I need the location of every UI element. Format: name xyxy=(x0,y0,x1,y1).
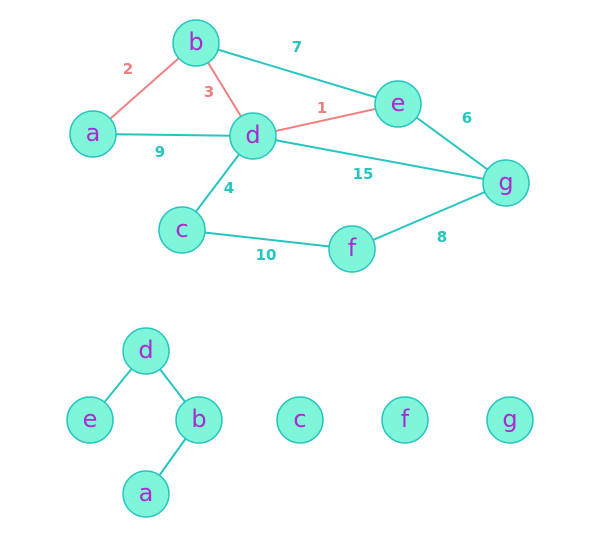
graph-edge-f-g xyxy=(351,182,507,250)
graph-edge-weights: 2 3 1 7 9 4 15 6 10 8 xyxy=(123,38,472,264)
graph-edge-b-e xyxy=(195,42,399,105)
graph-node-f: f xyxy=(328,225,376,273)
graph-node-label-c: c xyxy=(175,215,188,243)
graph-edge-a-d xyxy=(92,133,254,137)
graph-node-circle-f xyxy=(328,225,376,273)
edge-weight-e-g: 6 xyxy=(462,109,472,127)
graph-node-b: b xyxy=(172,19,220,67)
edge-weight-a-d: 9 xyxy=(155,143,165,161)
graph-node-circle-c xyxy=(158,206,206,254)
graph-node-circle-g xyxy=(482,159,530,207)
forest-node-label-c: c xyxy=(293,405,306,433)
forest-node-label-d: d xyxy=(138,336,153,364)
graph-node-d: d xyxy=(229,112,277,160)
forest-node-a: a xyxy=(122,470,170,518)
graph-node-e: e xyxy=(374,80,422,128)
graph-edge-d-e xyxy=(252,103,399,137)
forest-node-label-b: b xyxy=(191,405,206,433)
graph-node-c: c xyxy=(158,206,206,254)
graph-node-label-b: b xyxy=(188,28,203,56)
graph-node-g: g xyxy=(482,159,530,207)
graph-nodes: a b c d e f g xyxy=(69,19,530,273)
forest-node-circle-c xyxy=(276,396,324,444)
graph-node-label-e: e xyxy=(391,89,406,117)
graph-node-a: a xyxy=(69,110,117,158)
graph-node-label-a: a xyxy=(86,119,101,147)
graph-node-circle-e xyxy=(374,80,422,128)
edge-weight-b-d: 3 xyxy=(204,83,214,101)
forest-node-circle-e xyxy=(66,396,114,444)
edge-weight-d-e: 1 xyxy=(317,99,327,117)
forest-node-c: c xyxy=(276,396,324,444)
edge-weight-b-e: 7 xyxy=(292,38,302,56)
forest-node-d: d xyxy=(122,327,170,375)
graph-node-circle-d xyxy=(229,112,277,160)
forest-node-circle-f xyxy=(381,396,429,444)
graph-edge-d-g xyxy=(252,135,507,184)
forest-node-label-g: g xyxy=(502,405,517,433)
forest-node-label-e: e xyxy=(83,405,98,433)
edge-weight-c-f: 10 xyxy=(256,246,277,264)
graph-node-label-f: f xyxy=(348,234,357,262)
forest-node-label-a: a xyxy=(139,479,154,507)
forest-node-circle-d xyxy=(122,327,170,375)
graph-node-label-g: g xyxy=(498,168,513,196)
forest-node-circle-b xyxy=(175,396,223,444)
forest-node-e: e xyxy=(66,396,114,444)
graph-node-circle-a xyxy=(69,110,117,158)
forest-node-f: f xyxy=(381,396,429,444)
forest-node-label-f: f xyxy=(401,405,410,433)
forest-nodes: d e b a c f g xyxy=(66,327,534,518)
graph-node-circle-b xyxy=(172,19,220,67)
forest-node-circle-a xyxy=(122,470,170,518)
forest-node-g: g xyxy=(486,396,534,444)
forest-node-circle-g xyxy=(486,396,534,444)
edge-weight-f-g: 8 xyxy=(437,228,447,246)
edge-weight-d-c: 4 xyxy=(224,179,234,197)
edge-weight-a-b: 2 xyxy=(123,60,133,78)
graph-node-label-d: d xyxy=(245,121,260,149)
forest-node-b: b xyxy=(175,396,223,444)
edge-weight-d-g: 15 xyxy=(353,165,374,183)
graph-edge-c-f xyxy=(181,229,353,250)
